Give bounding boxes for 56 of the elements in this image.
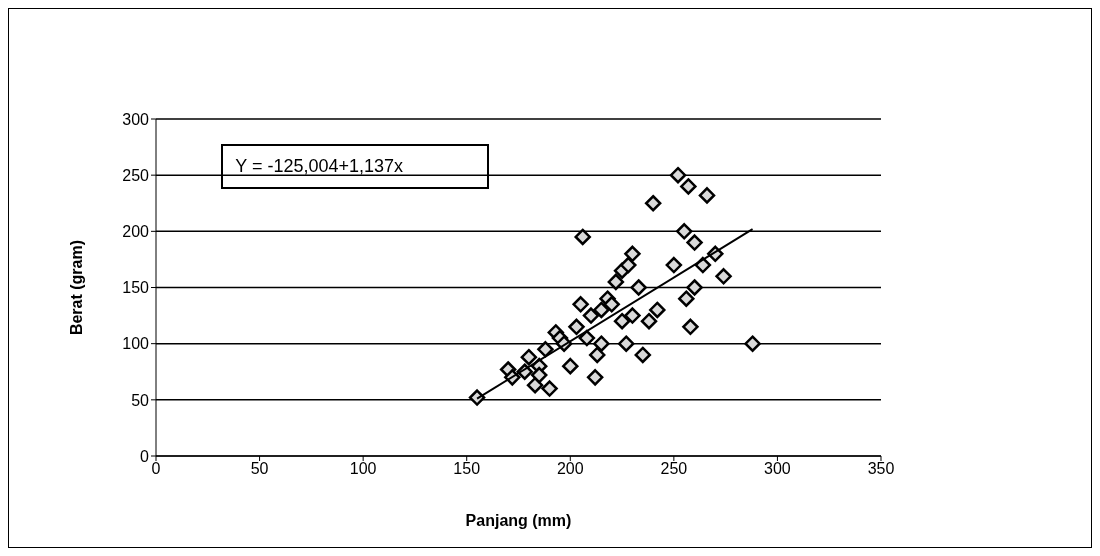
x-tick-label: 300 (764, 460, 791, 478)
point (630, 279, 647, 296)
point (744, 335, 761, 352)
point (582, 307, 600, 324)
point (620, 256, 637, 274)
point (698, 187, 716, 204)
point (678, 290, 695, 307)
point (568, 318, 585, 336)
point (644, 195, 662, 212)
point (562, 357, 579, 375)
point (607, 273, 625, 291)
point (640, 312, 658, 330)
point (634, 346, 652, 364)
point (669, 166, 687, 184)
point (682, 318, 699, 336)
point (617, 335, 635, 352)
x-tick-label: 200 (556, 460, 584, 478)
point (526, 376, 544, 394)
x-axis-title: Panjang (mm) (465, 512, 572, 529)
y-tick-label: 250 (122, 166, 150, 184)
point (530, 366, 548, 384)
point (649, 301, 666, 319)
point (586, 369, 604, 386)
point (680, 178, 697, 195)
x-tick-label: 50 (250, 460, 269, 478)
point (715, 268, 732, 285)
x-tick-label: 350 (867, 460, 895, 478)
point (665, 256, 683, 274)
point (593, 335, 610, 352)
point (574, 228, 591, 246)
point (686, 279, 703, 296)
x-tick-label: 150 (453, 460, 481, 478)
point (603, 296, 620, 313)
point (613, 312, 631, 330)
point (624, 245, 641, 263)
point (686, 234, 703, 251)
point (572, 296, 589, 313)
point (675, 223, 693, 240)
point (588, 346, 606, 364)
y-tick-label: 0 (140, 447, 150, 465)
y-tick-label: 200 (122, 223, 150, 241)
y-tick-label: 50 (131, 391, 150, 409)
y-tick-label: 300 (122, 110, 150, 128)
x-tick-label: 0 (151, 460, 161, 478)
point (578, 329, 596, 347)
y-tick-label: 150 (122, 279, 150, 297)
equation-box: Y = -125,004+1,137x (221, 144, 490, 189)
y-axis-title: Berat (gram) (67, 239, 85, 336)
y-tick-label: 100 (122, 335, 150, 353)
x-tick-label: 250 (660, 460, 688, 478)
point (624, 307, 641, 324)
point (593, 301, 610, 319)
point (520, 348, 538, 366)
x-tick-label: 100 (349, 460, 377, 478)
point (541, 380, 558, 397)
point (537, 341, 554, 358)
